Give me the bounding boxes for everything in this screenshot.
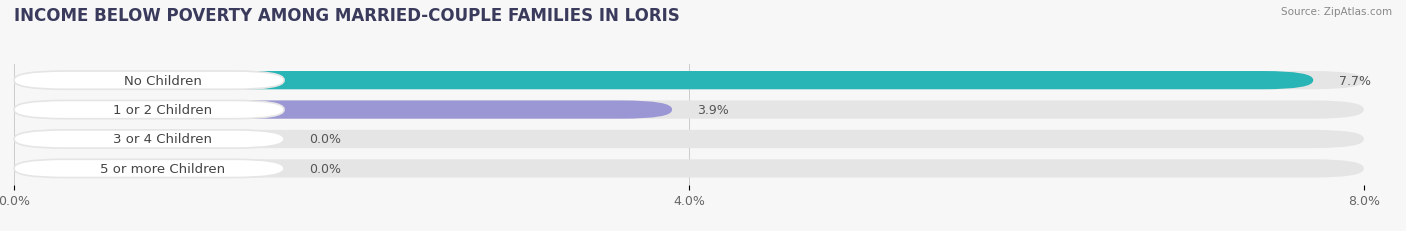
Text: 5 or more Children: 5 or more Children (100, 162, 225, 175)
Text: Source: ZipAtlas.com: Source: ZipAtlas.com (1281, 7, 1392, 17)
FancyBboxPatch shape (14, 160, 284, 178)
Text: No Children: No Children (124, 74, 201, 87)
FancyBboxPatch shape (14, 160, 1364, 178)
FancyBboxPatch shape (14, 101, 672, 119)
FancyBboxPatch shape (14, 72, 1364, 90)
FancyBboxPatch shape (14, 72, 284, 90)
FancyBboxPatch shape (14, 130, 1364, 149)
Text: 3 or 4 Children: 3 or 4 Children (112, 133, 212, 146)
FancyBboxPatch shape (14, 101, 284, 119)
FancyBboxPatch shape (14, 130, 284, 149)
Text: INCOME BELOW POVERTY AMONG MARRIED-COUPLE FAMILIES IN LORIS: INCOME BELOW POVERTY AMONG MARRIED-COUPL… (14, 7, 681, 25)
FancyBboxPatch shape (14, 72, 1313, 90)
Text: 7.7%: 7.7% (1339, 74, 1371, 87)
Text: 3.9%: 3.9% (697, 104, 730, 117)
Text: 1 or 2 Children: 1 or 2 Children (112, 104, 212, 117)
Text: 0.0%: 0.0% (309, 133, 342, 146)
Text: 0.0%: 0.0% (309, 162, 342, 175)
FancyBboxPatch shape (14, 101, 1364, 119)
